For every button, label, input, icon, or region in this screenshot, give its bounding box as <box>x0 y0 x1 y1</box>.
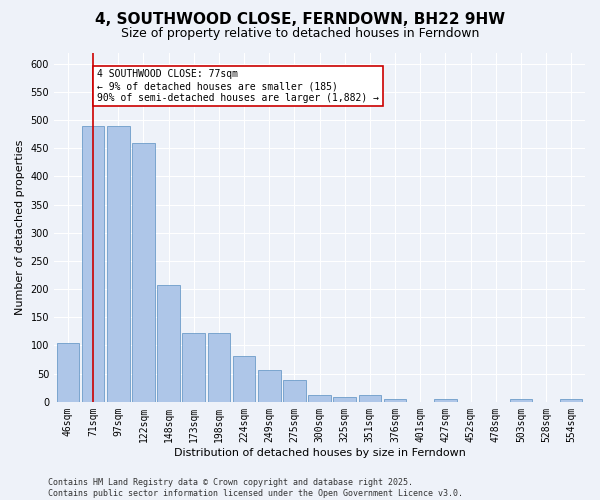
X-axis label: Distribution of detached houses by size in Ferndown: Distribution of detached houses by size … <box>173 448 466 458</box>
Bar <box>308 394 331 402</box>
Bar <box>208 333 230 402</box>
Bar <box>182 333 205 402</box>
Bar <box>434 399 457 402</box>
Bar <box>258 370 281 402</box>
Text: 4, SOUTHWOOD CLOSE, FERNDOWN, BH22 9HW: 4, SOUTHWOOD CLOSE, FERNDOWN, BH22 9HW <box>95 12 505 28</box>
Text: Contains HM Land Registry data © Crown copyright and database right 2025.
Contai: Contains HM Land Registry data © Crown c… <box>48 478 463 498</box>
Bar <box>132 142 155 402</box>
Bar <box>560 399 583 402</box>
Bar <box>82 126 104 402</box>
Bar <box>334 398 356 402</box>
Bar <box>359 395 381 402</box>
Bar <box>56 342 79 402</box>
Y-axis label: Number of detached properties: Number of detached properties <box>15 140 25 315</box>
Bar <box>233 356 256 402</box>
Text: Size of property relative to detached houses in Ferndown: Size of property relative to detached ho… <box>121 28 479 40</box>
Bar <box>107 126 130 402</box>
Bar <box>157 285 180 402</box>
Text: 4 SOUTHWOOD CLOSE: 77sqm
← 9% of detached houses are smaller (185)
90% of semi-d: 4 SOUTHWOOD CLOSE: 77sqm ← 9% of detache… <box>97 70 379 102</box>
Bar <box>509 399 532 402</box>
Bar <box>383 399 406 402</box>
Bar <box>283 380 305 402</box>
